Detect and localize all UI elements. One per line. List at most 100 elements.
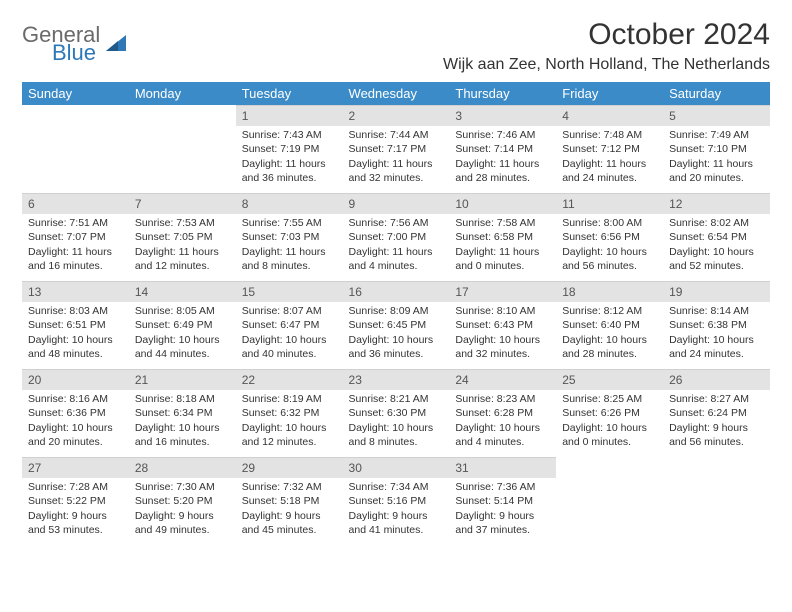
sunrise-text: Sunrise: 7:56 AM	[349, 216, 444, 230]
sunrise-text: Sunrise: 8:05 AM	[135, 304, 230, 318]
logo-sail-icon	[104, 31, 130, 57]
calendar-cell: 8Sunrise: 7:55 AMSunset: 7:03 PMDaylight…	[236, 193, 343, 281]
sunrise-text: Sunrise: 8:00 AM	[562, 216, 657, 230]
calendar-cell: 29Sunrise: 7:32 AMSunset: 5:18 PMDayligh…	[236, 457, 343, 545]
cell-body: Sunrise: 7:56 AMSunset: 7:00 PMDaylight:…	[343, 214, 450, 279]
calendar-cell: 17Sunrise: 8:10 AMSunset: 6:43 PMDayligh…	[449, 281, 556, 369]
day-number: 19	[663, 281, 770, 302]
sunrise-text: Sunrise: 8:27 AM	[669, 392, 764, 406]
cell-body: Sunrise: 8:09 AMSunset: 6:45 PMDaylight:…	[343, 302, 450, 367]
calendar-cell: 9Sunrise: 7:56 AMSunset: 7:00 PMDaylight…	[343, 193, 450, 281]
cell-body: Sunrise: 7:32 AMSunset: 5:18 PMDaylight:…	[236, 478, 343, 543]
calendar-cell: 21Sunrise: 8:18 AMSunset: 6:34 PMDayligh…	[129, 369, 236, 457]
day-number	[129, 105, 236, 109]
calendar-cell: 22Sunrise: 8:19 AMSunset: 6:32 PMDayligh…	[236, 369, 343, 457]
day-number: 12	[663, 193, 770, 214]
sunset-text: Sunset: 6:26 PM	[562, 406, 657, 420]
sunset-text: Sunset: 6:34 PM	[135, 406, 230, 420]
day-number: 2	[343, 105, 450, 126]
calendar-body: 1Sunrise: 7:43 AMSunset: 7:19 PMDaylight…	[22, 105, 770, 545]
sunrise-text: Sunrise: 7:32 AM	[242, 480, 337, 494]
day-header: Friday	[556, 82, 663, 105]
calendar-cell: 28Sunrise: 7:30 AMSunset: 5:20 PMDayligh…	[129, 457, 236, 545]
day-number: 7	[129, 193, 236, 214]
cell-body: Sunrise: 8:02 AMSunset: 6:54 PMDaylight:…	[663, 214, 770, 279]
sunrise-text: Sunrise: 8:25 AM	[562, 392, 657, 406]
daylight-text: Daylight: 10 hours and 24 minutes.	[669, 333, 764, 361]
daylight-text: Daylight: 11 hours and 28 minutes.	[455, 157, 550, 185]
sunset-text: Sunset: 7:07 PM	[28, 230, 123, 244]
sunset-text: Sunset: 6:45 PM	[349, 318, 444, 332]
cell-body: Sunrise: 8:25 AMSunset: 6:26 PMDaylight:…	[556, 390, 663, 455]
day-number: 27	[22, 457, 129, 478]
day-number: 21	[129, 369, 236, 390]
daylight-text: Daylight: 10 hours and 36 minutes.	[349, 333, 444, 361]
cell-body: Sunrise: 7:51 AMSunset: 7:07 PMDaylight:…	[22, 214, 129, 279]
daylight-text: Daylight: 11 hours and 24 minutes.	[562, 157, 657, 185]
daylight-text: Daylight: 10 hours and 44 minutes.	[135, 333, 230, 361]
daylight-text: Daylight: 9 hours and 56 minutes.	[669, 421, 764, 449]
sunrise-text: Sunrise: 7:43 AM	[242, 128, 337, 142]
daylight-text: Daylight: 11 hours and 4 minutes.	[349, 245, 444, 273]
sunset-text: Sunset: 7:19 PM	[242, 142, 337, 156]
sunset-text: Sunset: 6:58 PM	[455, 230, 550, 244]
sunrise-text: Sunrise: 7:58 AM	[455, 216, 550, 230]
sunset-text: Sunset: 6:28 PM	[455, 406, 550, 420]
daylight-text: Daylight: 11 hours and 16 minutes.	[28, 245, 123, 273]
day-number: 22	[236, 369, 343, 390]
calendar-cell	[129, 105, 236, 193]
daylight-text: Daylight: 10 hours and 48 minutes.	[28, 333, 123, 361]
calendar-cell: 18Sunrise: 8:12 AMSunset: 6:40 PMDayligh…	[556, 281, 663, 369]
daylight-text: Daylight: 10 hours and 20 minutes.	[28, 421, 123, 449]
daylight-text: Daylight: 10 hours and 52 minutes.	[669, 245, 764, 273]
daylight-text: Daylight: 11 hours and 36 minutes.	[242, 157, 337, 185]
cell-body: Sunrise: 7:34 AMSunset: 5:16 PMDaylight:…	[343, 478, 450, 543]
sunrise-text: Sunrise: 7:34 AM	[349, 480, 444, 494]
day-number: 4	[556, 105, 663, 126]
calendar-week-row: 20Sunrise: 8:16 AMSunset: 6:36 PMDayligh…	[22, 369, 770, 457]
day-number: 20	[22, 369, 129, 390]
sunrise-text: Sunrise: 7:53 AM	[135, 216, 230, 230]
day-number	[556, 457, 663, 461]
calendar-week-row: 6Sunrise: 7:51 AMSunset: 7:07 PMDaylight…	[22, 193, 770, 281]
cell-body: Sunrise: 8:14 AMSunset: 6:38 PMDaylight:…	[663, 302, 770, 367]
day-number: 25	[556, 369, 663, 390]
sunrise-text: Sunrise: 8:03 AM	[28, 304, 123, 318]
cell-body: Sunrise: 7:30 AMSunset: 5:20 PMDaylight:…	[129, 478, 236, 543]
cell-body: Sunrise: 7:28 AMSunset: 5:22 PMDaylight:…	[22, 478, 129, 543]
sunset-text: Sunset: 7:17 PM	[349, 142, 444, 156]
calendar-cell: 16Sunrise: 8:09 AMSunset: 6:45 PMDayligh…	[343, 281, 450, 369]
cell-body: Sunrise: 8:18 AMSunset: 6:34 PMDaylight:…	[129, 390, 236, 455]
daylight-text: Daylight: 11 hours and 8 minutes.	[242, 245, 337, 273]
calendar-cell: 11Sunrise: 8:00 AMSunset: 6:56 PMDayligh…	[556, 193, 663, 281]
calendar-table: Sunday Monday Tuesday Wednesday Thursday…	[22, 82, 770, 545]
calendar-cell: 19Sunrise: 8:14 AMSunset: 6:38 PMDayligh…	[663, 281, 770, 369]
day-header: Saturday	[663, 82, 770, 105]
logo: General Blue	[22, 18, 130, 64]
daylight-text: Daylight: 11 hours and 20 minutes.	[669, 157, 764, 185]
sunrise-text: Sunrise: 7:46 AM	[455, 128, 550, 142]
calendar-week-row: 1Sunrise: 7:43 AMSunset: 7:19 PMDaylight…	[22, 105, 770, 193]
sunrise-text: Sunrise: 8:16 AM	[28, 392, 123, 406]
calendar-cell: 30Sunrise: 7:34 AMSunset: 5:16 PMDayligh…	[343, 457, 450, 545]
cell-body: Sunrise: 8:23 AMSunset: 6:28 PMDaylight:…	[449, 390, 556, 455]
day-number: 8	[236, 193, 343, 214]
calendar-cell: 24Sunrise: 8:23 AMSunset: 6:28 PMDayligh…	[449, 369, 556, 457]
day-number: 24	[449, 369, 556, 390]
cell-body: Sunrise: 7:55 AMSunset: 7:03 PMDaylight:…	[236, 214, 343, 279]
sunrise-text: Sunrise: 7:28 AM	[28, 480, 123, 494]
sunset-text: Sunset: 6:49 PM	[135, 318, 230, 332]
calendar-cell: 12Sunrise: 8:02 AMSunset: 6:54 PMDayligh…	[663, 193, 770, 281]
day-number: 15	[236, 281, 343, 302]
calendar-cell: 3Sunrise: 7:46 AMSunset: 7:14 PMDaylight…	[449, 105, 556, 193]
cell-body: Sunrise: 7:53 AMSunset: 7:05 PMDaylight:…	[129, 214, 236, 279]
sunset-text: Sunset: 7:12 PM	[562, 142, 657, 156]
cell-body: Sunrise: 7:46 AMSunset: 7:14 PMDaylight:…	[449, 126, 556, 191]
cell-body: Sunrise: 7:58 AMSunset: 6:58 PMDaylight:…	[449, 214, 556, 279]
sunrise-text: Sunrise: 8:21 AM	[349, 392, 444, 406]
day-number: 10	[449, 193, 556, 214]
sunset-text: Sunset: 6:38 PM	[669, 318, 764, 332]
sunrise-text: Sunrise: 8:12 AM	[562, 304, 657, 318]
sunset-text: Sunset: 6:36 PM	[28, 406, 123, 420]
daylight-text: Daylight: 9 hours and 45 minutes.	[242, 509, 337, 537]
